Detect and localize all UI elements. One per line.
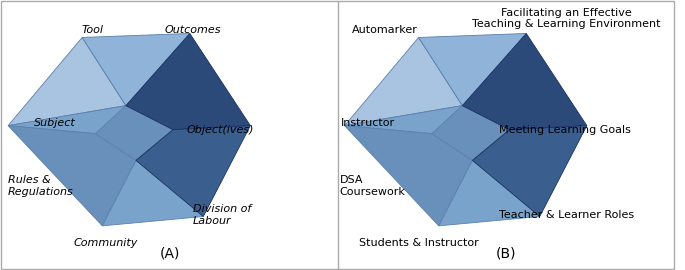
Polygon shape	[345, 38, 462, 126]
Text: Tool: Tool	[82, 25, 103, 35]
Text: Subject: Subject	[34, 118, 75, 128]
Text: Students & Instructor: Students & Instructor	[359, 238, 478, 248]
Polygon shape	[8, 106, 126, 134]
Text: Object(ives): Object(ives)	[186, 125, 254, 135]
Text: Rules &
Regulations: Rules & Regulations	[8, 175, 74, 197]
Polygon shape	[473, 126, 587, 217]
Polygon shape	[432, 106, 510, 160]
Polygon shape	[8, 38, 126, 126]
Polygon shape	[345, 106, 462, 134]
Text: DSA
Coursework: DSA Coursework	[340, 175, 406, 197]
Text: (A): (A)	[160, 247, 179, 261]
Text: Meeting Learning Goals: Meeting Learning Goals	[499, 125, 631, 135]
Polygon shape	[439, 130, 540, 226]
Text: Facilitating an Effective
Teaching & Learning Environment: Facilitating an Effective Teaching & Lea…	[473, 8, 661, 29]
Text: Automarker: Automarker	[352, 25, 418, 35]
Polygon shape	[102, 130, 203, 226]
Text: Teacher & Learner Roles: Teacher & Learner Roles	[499, 210, 634, 220]
Text: (B): (B)	[496, 247, 516, 261]
Polygon shape	[82, 33, 190, 130]
Text: Outcomes: Outcomes	[165, 25, 221, 35]
Text: Instructor: Instructor	[341, 118, 395, 128]
Polygon shape	[96, 106, 173, 160]
Polygon shape	[462, 33, 587, 130]
Polygon shape	[126, 33, 250, 130]
Polygon shape	[136, 126, 250, 217]
Polygon shape	[8, 126, 136, 226]
Text: Community: Community	[73, 238, 138, 248]
Polygon shape	[419, 33, 526, 130]
Text: Division of
Labour: Division of Labour	[193, 204, 251, 226]
Polygon shape	[345, 126, 473, 226]
